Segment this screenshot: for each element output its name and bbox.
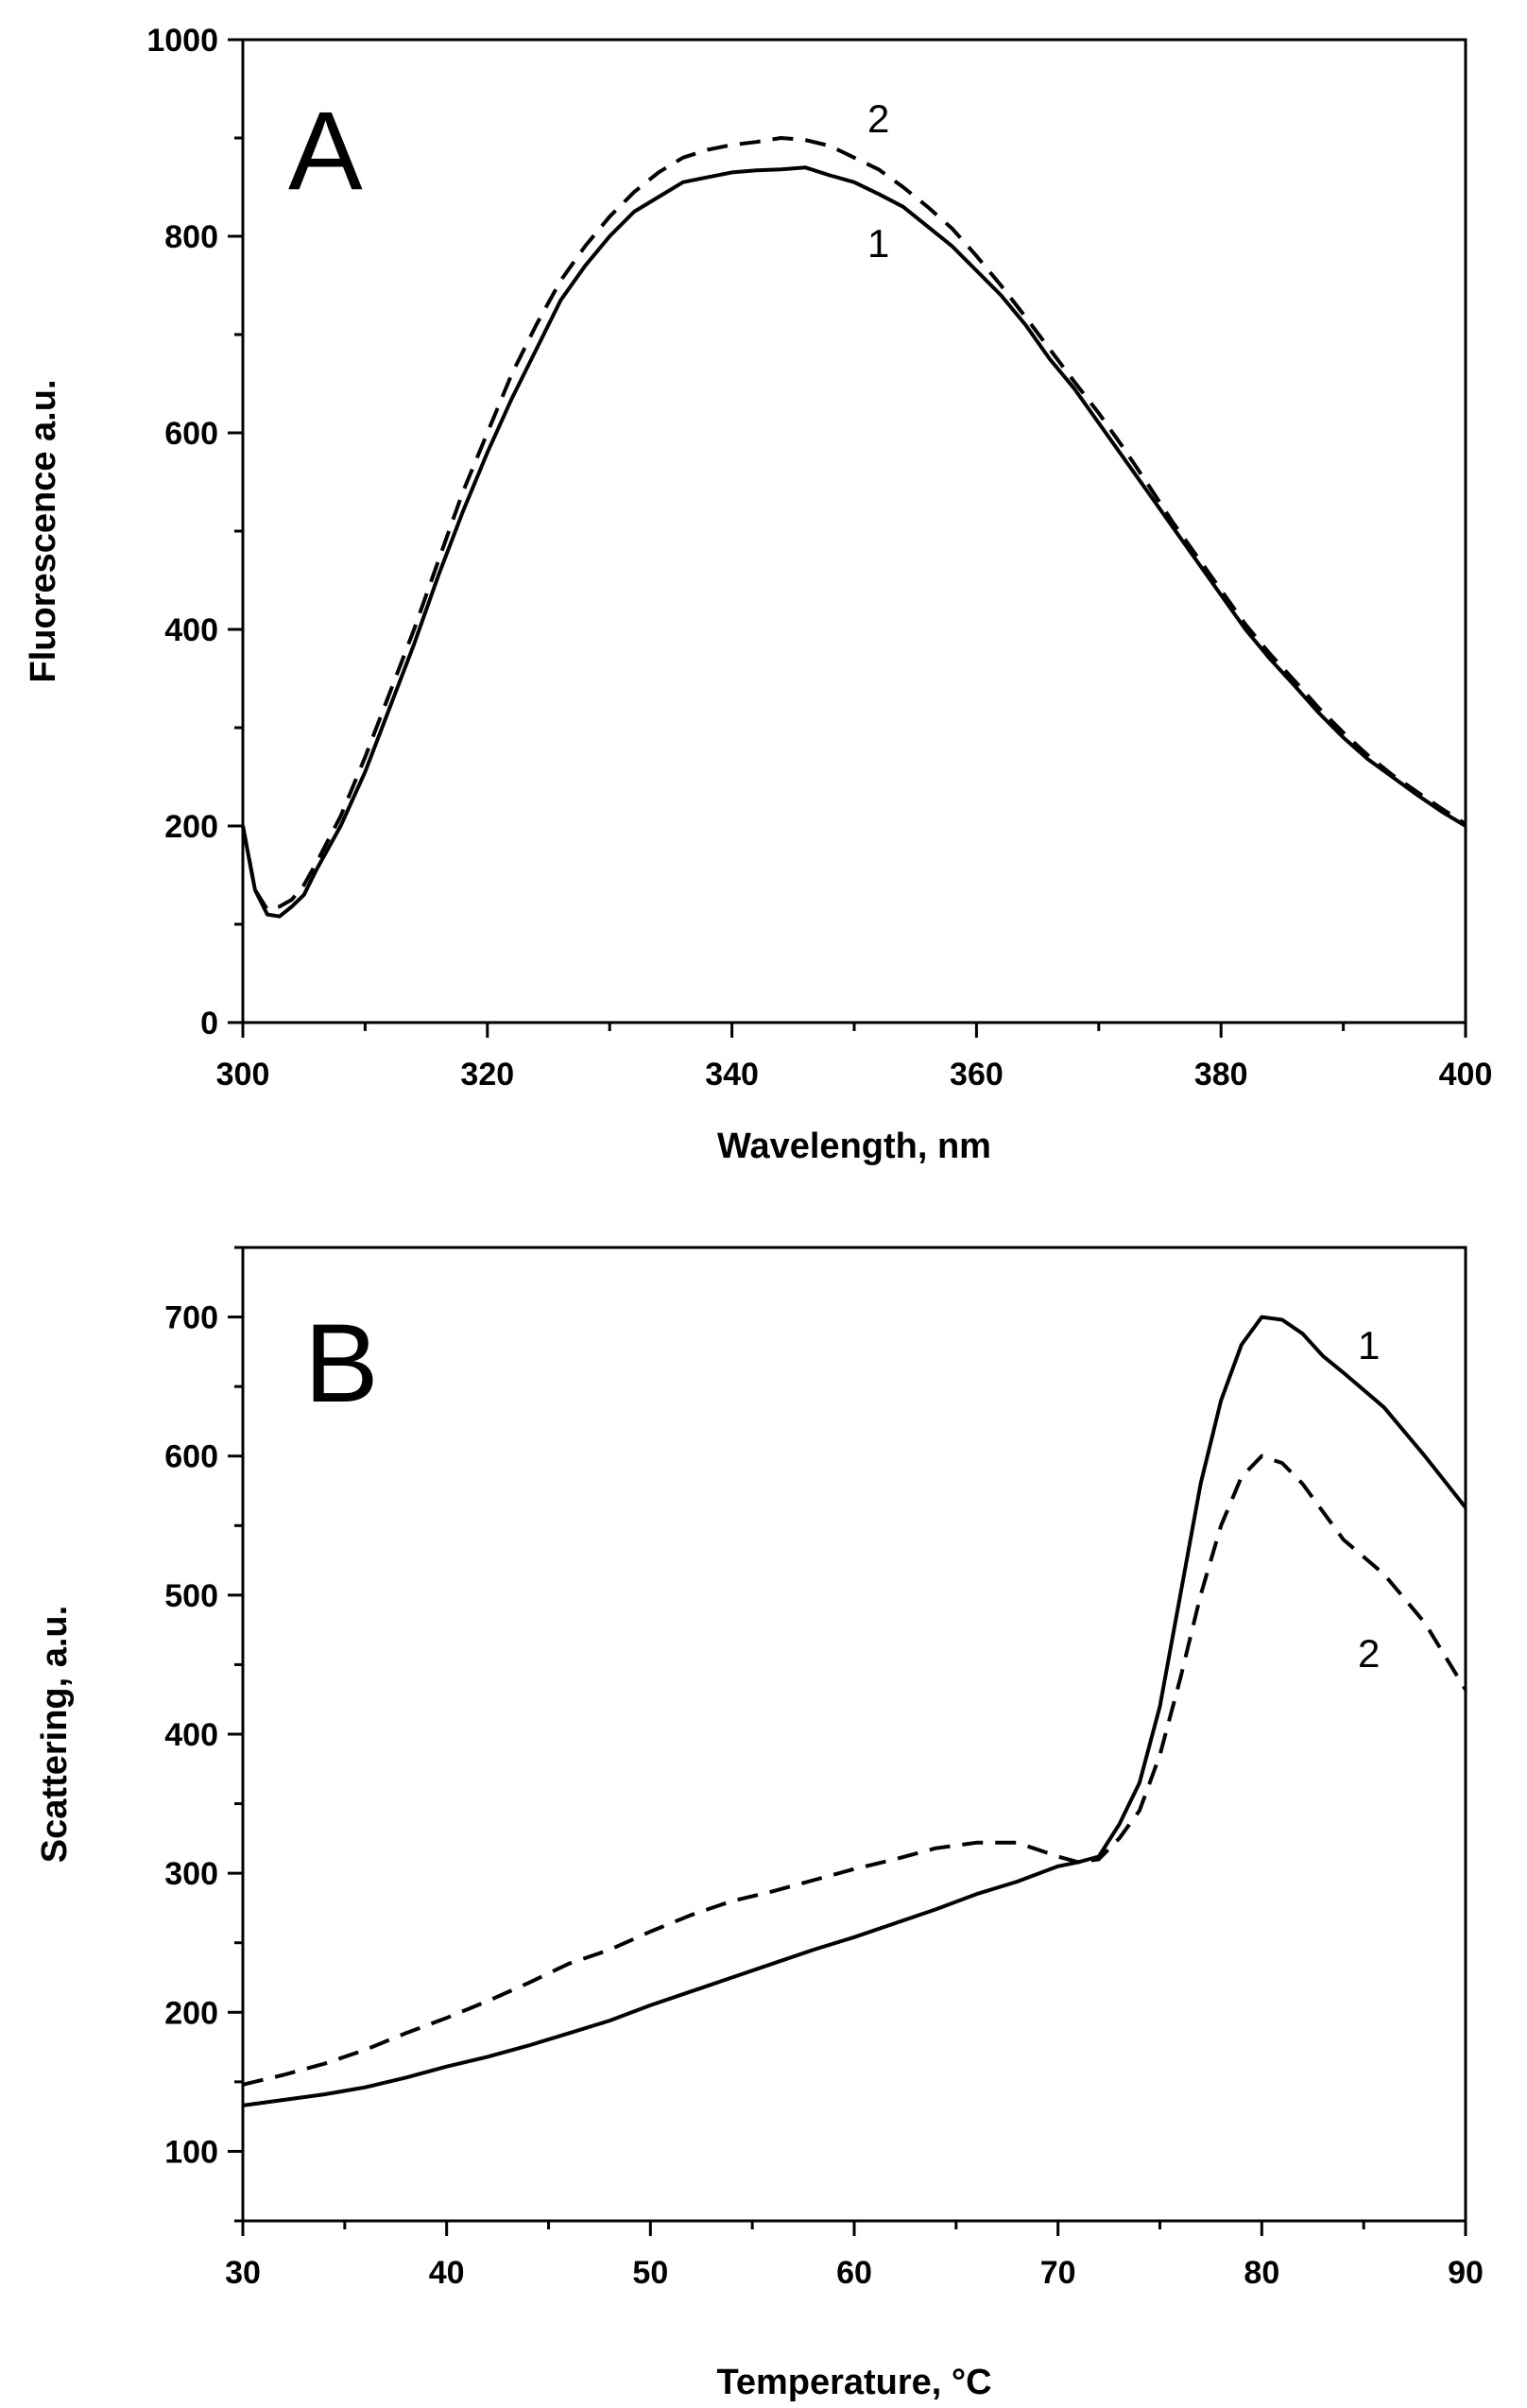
panel-a-y-axis-title: Fluorescence a.u. bbox=[24, 379, 63, 682]
panel-b-y-tick-label: 200 bbox=[164, 1995, 218, 2031]
panel-a-x-tick-label: 300 bbox=[216, 1057, 270, 1092]
panel-a-y-ticks: 0 200 400 600 800 1000 bbox=[146, 23, 243, 1041]
panel-b-y-tick-label: 400 bbox=[164, 1717, 218, 1753]
panel-a-y-tick-label: 600 bbox=[164, 416, 218, 452]
panel-b-y-tick-label: 600 bbox=[164, 1439, 218, 1475]
panel-b-y-tick-label: 500 bbox=[164, 1578, 218, 1614]
panel-a-x-ticks: 300 320 340 360 380 400 bbox=[216, 1023, 1493, 1092]
panel-b-y-tick-label: 300 bbox=[164, 1856, 218, 1892]
panel-b-curve-label-2: 2 bbox=[1358, 1631, 1380, 1676]
panel-b-x-tick-label: 30 bbox=[225, 2255, 261, 2291]
panel-b-x-tick-label: 60 bbox=[836, 2255, 872, 2291]
panel-b-x-tick-label: 50 bbox=[632, 2255, 668, 2291]
panel-a-y-tick-label: 800 bbox=[164, 219, 218, 255]
panel-a-x-tick-label: 340 bbox=[705, 1057, 759, 1092]
panel-b-series-2-line bbox=[242, 1453, 1467, 2087]
panel-a-letter: A bbox=[288, 89, 363, 214]
panel-a-x-tick-label: 360 bbox=[950, 1057, 1004, 1092]
panel-b-x-tick-label: 40 bbox=[429, 2255, 465, 2291]
panel-a-x-tick-label: 400 bbox=[1439, 1057, 1493, 1092]
panel-b-x-tick-label: 80 bbox=[1244, 2255, 1279, 2291]
panel-b-x-tick-label: 90 bbox=[1448, 2255, 1484, 2291]
panel-a-series-1-line bbox=[241, 165, 1467, 919]
panel-b-series-1-line bbox=[242, 1315, 1467, 2107]
panel-b-y-tick-label: 700 bbox=[164, 1300, 218, 1336]
panel-b-x-tick-label: 70 bbox=[1040, 2255, 1076, 2291]
panel-a-curve-label-2: 2 bbox=[867, 96, 889, 141]
panel-a: 0 200 400 600 800 1000 300 320 340 360 380 400 A 1… bbox=[24, 23, 1492, 1166]
panel-a-y-tick-label: 1000 bbox=[146, 23, 218, 59]
panel-a-series bbox=[241, 136, 1467, 919]
panel-b-letter: B bbox=[304, 1301, 379, 1426]
panel-b-y-axis-title: Scattering, a.u. bbox=[35, 1606, 75, 1863]
panel-a-curve-label-1: 1 bbox=[867, 221, 889, 266]
panel-a-x-tick-label: 320 bbox=[460, 1057, 514, 1092]
panel-b-series bbox=[242, 1315, 1467, 2107]
panel-b: 100 200 300 400 500 600 700 30 40 50 60 70 80 90 B 1… bbox=[35, 1246, 1484, 2402]
panel-b-x-axis-title: Temperature, °C bbox=[716, 2363, 991, 2402]
panel-a-y-tick-label: 200 bbox=[164, 809, 218, 845]
panel-b-curve-label-1: 1 bbox=[1358, 1323, 1380, 1367]
panel-b-y-tick-label: 100 bbox=[164, 2134, 218, 2170]
panel-a-x-tick-label: 380 bbox=[1194, 1057, 1248, 1092]
panel-a-y-tick-label: 400 bbox=[164, 612, 218, 648]
panel-a-x-axis-title: Wavelength, nm bbox=[717, 1127, 991, 1166]
panel-b-x-ticks: 30 40 50 60 70 80 90 bbox=[225, 2221, 1484, 2291]
panel-a-series-2-line bbox=[241, 136, 1467, 912]
panel-a-y-tick-label: 0 bbox=[200, 1006, 218, 1041]
